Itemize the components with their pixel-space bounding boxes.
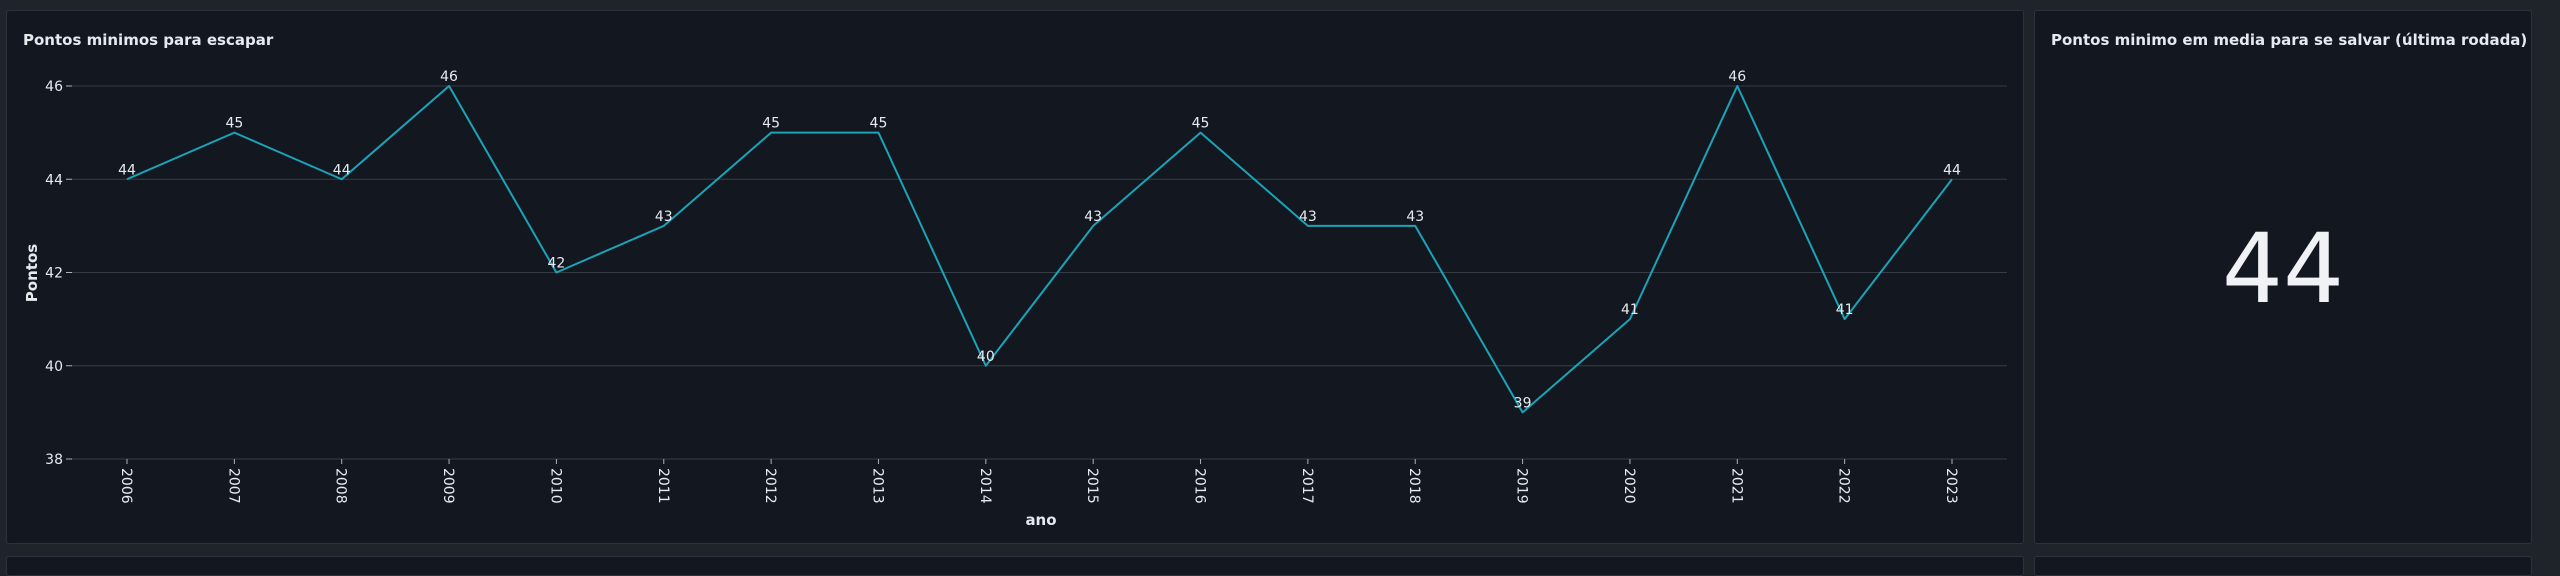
- x-tick-label: 2021: [1728, 468, 1744, 504]
- x-tick-label: 2015: [1084, 468, 1100, 504]
- data-label: 43: [1299, 209, 1317, 225]
- x-tick-label: 2019: [1514, 468, 1530, 504]
- x-tick-label: 2007: [225, 468, 241, 504]
- x-tick-label: 2023: [1943, 468, 1959, 504]
- data-label: 44: [118, 162, 136, 178]
- y-tick-label: 44: [45, 172, 63, 188]
- data-label: 46: [440, 69, 458, 85]
- data-label: 43: [1084, 209, 1102, 225]
- data-label: 41: [1621, 302, 1639, 318]
- data-label: 45: [870, 116, 888, 132]
- x-tick-label: 2016: [1192, 468, 1208, 504]
- x-tick-label: 2012: [762, 468, 778, 504]
- x-tick-label: 2020: [1621, 468, 1637, 504]
- data-label: 44: [1943, 162, 1961, 178]
- x-tick-label: 2014: [977, 468, 993, 504]
- x-tick-label: 2017: [1299, 468, 1315, 504]
- x-tick-label: 2010: [547, 468, 563, 504]
- y-tick-label: 38: [45, 452, 63, 468]
- x-axis-label: ano: [1025, 511, 1056, 529]
- stat-value: 44: [2221, 213, 2345, 325]
- data-label: 44: [333, 162, 351, 178]
- x-tick-label: 2008: [333, 468, 349, 504]
- panel-below-right: [2034, 556, 2532, 576]
- data-label: 45: [1192, 116, 1210, 132]
- x-tick-label: 2009: [440, 468, 456, 504]
- stat-title: Pontos minimo em media para se salvar (ú…: [2051, 31, 2528, 49]
- x-tick-label: 2022: [1836, 468, 1852, 504]
- line-chart-panel: Pontos minimos para escapar 38 40 42 44 46 20…: [6, 10, 2024, 544]
- data-label: 43: [1406, 209, 1424, 225]
- data-label: 43: [655, 209, 673, 225]
- line-chart-title: Pontos minimos para escapar: [23, 31, 274, 49]
- data-label: 41: [1836, 302, 1854, 318]
- data-label: 45: [225, 116, 243, 132]
- data-label: 42: [547, 256, 565, 272]
- x-tick-label: 2018: [1406, 468, 1422, 504]
- line-chart: 38 40 42 44 46 2006 2007 2008 2009 2010 2011 2012 20…: [23, 69, 2007, 529]
- x-tick-label: 2006: [118, 468, 134, 504]
- y-tick-label: 46: [45, 79, 63, 95]
- panel-below-left: [6, 556, 2024, 576]
- data-label: 45: [762, 116, 780, 132]
- data-label: 39: [1514, 395, 1532, 411]
- series-line: [126, 85, 1953, 414]
- x-tick-label: 2013: [869, 468, 885, 504]
- stat-panel: Pontos minimo em media para se salvar (ú…: [2034, 10, 2532, 544]
- y-axis-label: Pontos: [23, 244, 41, 302]
- data-label: 46: [1728, 69, 1746, 85]
- x-tick-label: 2011: [655, 468, 671, 504]
- y-tick-label: 40: [45, 359, 63, 375]
- data-label: 40: [977, 349, 995, 365]
- y-tick-label: 42: [45, 266, 63, 282]
